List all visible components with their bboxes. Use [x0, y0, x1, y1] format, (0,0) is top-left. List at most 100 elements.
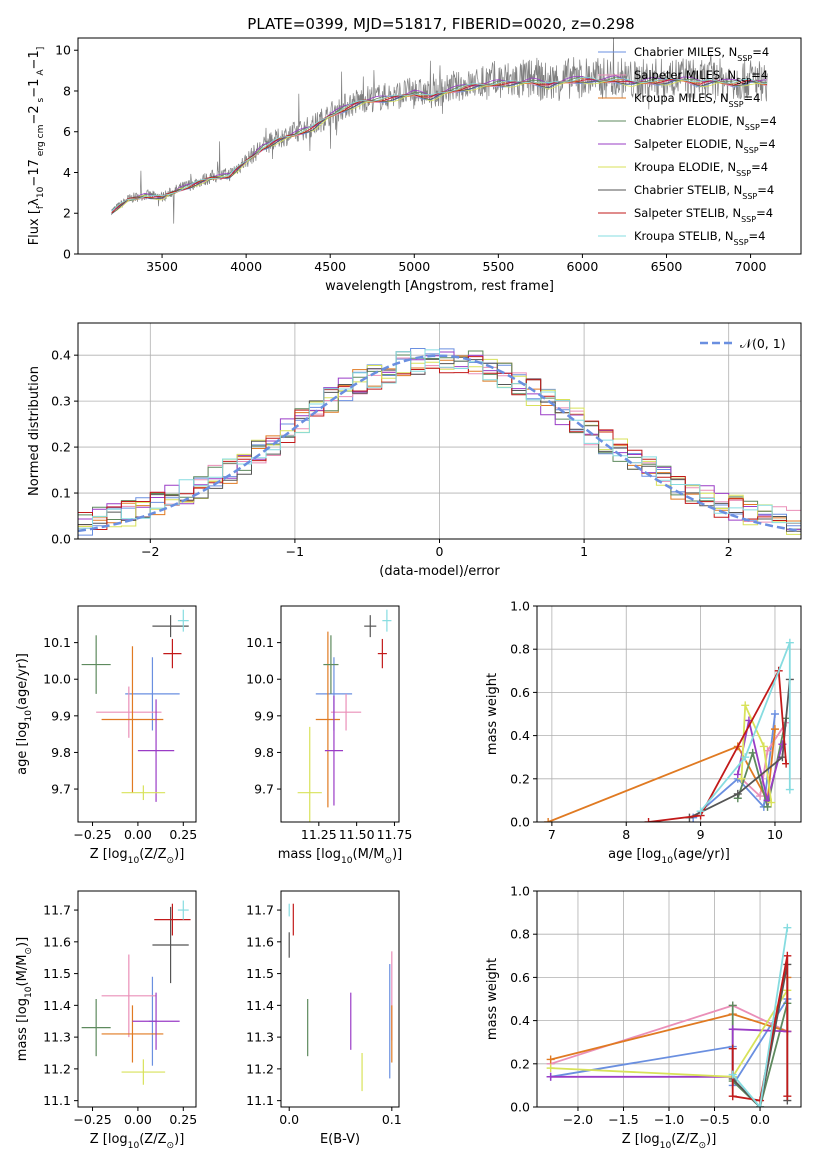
- x-axis-label: wavelength [Angstrom, rest frame]: [325, 279, 554, 294]
- points-age_vs_Z: [81, 609, 189, 802]
- label-part: age [log: [15, 722, 30, 775]
- label-part: ⊙: [167, 1141, 175, 1151]
- x-axis-label: Z [log10(Z/Z⊙)]: [90, 847, 185, 866]
- tick-label-x: −0.5: [699, 1112, 729, 1127]
- point-marker: [770, 710, 779, 718]
- errorbar-point: [101, 646, 164, 793]
- normal-curve: [78, 354, 801, 533]
- tick-label-x: 11.50: [339, 827, 375, 842]
- tick-label-x: 9: [697, 827, 705, 842]
- tick-label-y: 10.0: [43, 672, 71, 687]
- points-mass_vs_EBV: [288, 903, 393, 1092]
- errorbar-point: [323, 635, 339, 694]
- label-part: (age/yr)]: [15, 653, 30, 710]
- legend-sub: SSP: [744, 146, 759, 155]
- point-marker: [728, 1025, 737, 1034]
- points-age_vs_mass: [297, 609, 392, 822]
- tick-label-x: 0: [436, 544, 444, 559]
- tick-label-y: 11.4: [43, 998, 71, 1013]
- legend-sub: SSP: [729, 100, 744, 109]
- tick-label-y: 9.9: [51, 708, 71, 723]
- tick-label-y: 2: [63, 206, 71, 221]
- x-axis-label: Z [log10(Z/Z⊙)]: [622, 1132, 717, 1151]
- point-marker: [728, 1001, 737, 1010]
- x-axis-label: (data-model)/error: [379, 564, 500, 579]
- label-part: )]: [15, 937, 30, 947]
- tick-label-y: 10.1: [246, 635, 274, 650]
- tick-label-y: 4: [63, 165, 71, 180]
- tick-label-y: 8: [63, 83, 71, 98]
- label-part: ⊙: [384, 856, 392, 866]
- label-part: (M/M: [15, 955, 30, 987]
- errorbar-point: [315, 631, 340, 808]
- legend-val: =4: [759, 137, 776, 151]
- errorbar-point: [154, 903, 191, 936]
- point-marker: [759, 742, 768, 751]
- tick-label-x: −1.5: [608, 1112, 638, 1127]
- tick-label-x: 3500: [146, 259, 178, 274]
- label-part: Z [log: [622, 1132, 660, 1147]
- legend-name: Salpeter STELIB, N: [634, 206, 741, 220]
- tick-label-y: 0.0: [51, 532, 71, 547]
- legend-label: Chabrier STELIB, NSSP=4: [634, 183, 774, 201]
- tick-label-x: 4000: [230, 259, 262, 274]
- point-marker: [696, 807, 705, 816]
- axes-residuals: −2 −1 0 1 2 0.0 0.1 0.2 0.3 0.4 (data-model)/error…: [27, 322, 802, 579]
- legend-name: Salpeter ELODIE, N: [634, 137, 744, 151]
- tick-label-x: 6500: [651, 259, 683, 274]
- legend-val: =4: [751, 160, 768, 174]
- axes-frame: [77, 605, 197, 823]
- tick-label-x: 0.25: [169, 827, 197, 842]
- label-part: mass [log: [278, 847, 341, 862]
- tick-label-y: 0.0: [510, 815, 530, 830]
- tick-label-y: 11.6: [246, 934, 274, 949]
- label-part: −17: [27, 159, 42, 186]
- y-axis-label: mass weight: [485, 673, 500, 755]
- series-line: [547, 729, 776, 822]
- label-part: 10: [24, 710, 34, 722]
- errorbar-point: [377, 638, 387, 669]
- errorbar-point: [324, 695, 344, 806]
- tick-label-y: 11.6: [43, 934, 71, 949]
- axes-frame: [77, 890, 197, 1108]
- point-marker: [756, 1103, 765, 1107]
- point-marker: [770, 725, 779, 734]
- label-part: ]: [36, 47, 46, 51]
- legend-name: Chabrier MILES, N: [634, 45, 737, 59]
- label-part: (Z/Z: [139, 1132, 166, 1147]
- tick-label-y: 0.2: [510, 771, 530, 786]
- errorbar-point: [96, 686, 162, 738]
- tick-label-y: 0.6: [510, 685, 530, 700]
- legend-label: Kroupa STELIB, NSSP=4: [634, 229, 765, 247]
- label-part: Z [log: [90, 847, 128, 862]
- tick-label-x: 1: [580, 544, 588, 559]
- legend-sub: SSP: [742, 192, 757, 201]
- tick-label-x: −0.25: [73, 827, 111, 842]
- axes-mass_vs_EBV: 0.0 0.1 11.1 11.2 11.3 11.4 11.5 11.6 11.7 E(B-V): [246, 890, 402, 1147]
- tick-label-x: 6000: [567, 259, 599, 274]
- tick-label-x: 11.75: [377, 827, 413, 842]
- tick-label-x: 8: [622, 827, 630, 842]
- label-part: s: [36, 97, 46, 105]
- tick-label-y: 11.5: [43, 966, 71, 981]
- series-line: [732, 927, 789, 1107]
- tick-label-y: 11.7: [43, 903, 71, 918]
- y-axis-label: mass weight: [485, 958, 500, 1040]
- legend-val: =4: [757, 183, 774, 197]
- series-line: [740, 705, 773, 803]
- legend-sub: SSP: [737, 54, 752, 63]
- errorbar-point: [121, 1059, 166, 1085]
- legend-label: Salpeter STELIB, NSSP=4: [634, 206, 773, 224]
- point-marker: [546, 1072, 555, 1081]
- tick-label-y: 11.2: [43, 1061, 71, 1076]
- axes-weight_vs_Z: −2.0 −1.5 −1.0 −0.5 0.0 0.0 0.2 0.4 0.6 0.8 1.0 Z […: [485, 884, 802, 1151]
- axes-mass_vs_Z: −0.25 0.00 0.25 11.1 11.2 11.3 11.4 11.5 11.6 11.…: [15, 890, 197, 1151]
- errorbar-point: [297, 726, 322, 822]
- legend-sub: SSP: [736, 77, 751, 86]
- label-part: )]: [392, 847, 402, 862]
- point-marker: [785, 638, 794, 647]
- tick-label-y: 6: [63, 124, 71, 139]
- spectrum-plot: [111, 38, 768, 224]
- point-marker: [644, 818, 653, 822]
